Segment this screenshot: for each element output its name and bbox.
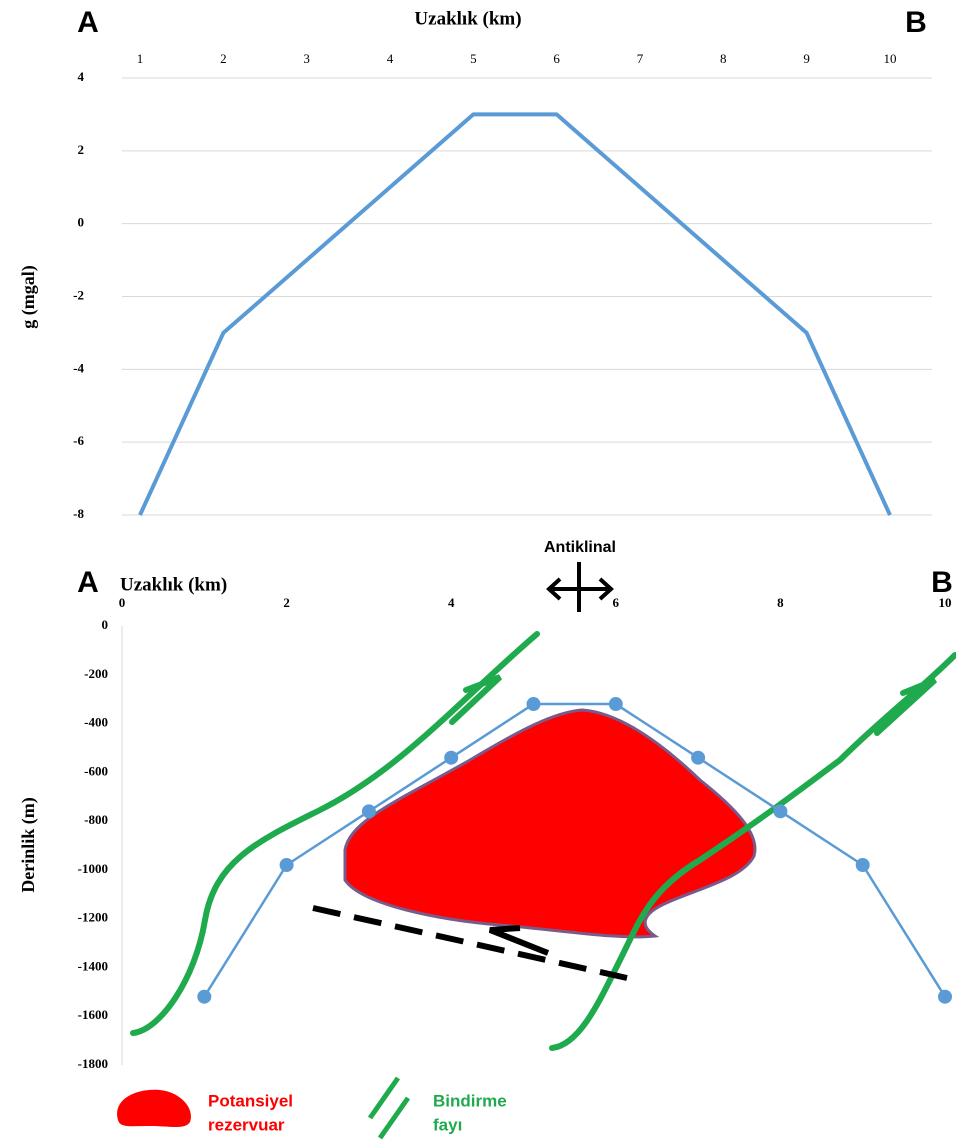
faults	[130, 631, 956, 1051]
y-tick-label: -800	[84, 812, 108, 827]
y-tick-label: -4	[73, 360, 84, 375]
data-line	[138, 112, 892, 516]
y-tick-label: -2	[73, 287, 84, 302]
legend-label: fayı	[433, 1115, 462, 1134]
y-tick-label: -400	[84, 715, 108, 730]
data-point	[855, 858, 870, 873]
data-point	[361, 804, 376, 819]
y-tick-label: -1000	[78, 861, 108, 876]
data-point	[197, 989, 212, 1004]
anticline-symbol	[546, 562, 614, 612]
thrust-base	[312, 905, 628, 981]
legend-label: rezervuar	[208, 1115, 285, 1134]
y-tick-label: -600	[84, 763, 108, 778]
y-tick-label: -1400	[78, 958, 108, 973]
y-axis-title: Derinlik (m)	[18, 797, 39, 892]
legend: Potansiyel rezervuar Bindirme fayı	[208, 1091, 507, 1134]
x-tick-label: 2	[220, 51, 227, 66]
y-tick-label: -1800	[78, 1056, 108, 1071]
y-tick-label: 2	[78, 142, 85, 157]
data-point	[279, 858, 294, 873]
corner-label: A	[77, 6, 99, 39]
x-tick-label: 3	[303, 51, 310, 66]
legend-swatch	[117, 1089, 191, 1127]
data-point	[444, 750, 459, 765]
data-point	[773, 804, 788, 819]
x-tick-label: 2	[283, 595, 290, 610]
x-tick-label: 10	[939, 595, 952, 610]
y-tick-label: -6	[73, 433, 84, 448]
data-point	[608, 697, 623, 712]
x-tick-label: 4	[448, 595, 455, 610]
x-tick-label: 8	[720, 51, 727, 66]
data-point	[938, 989, 952, 1004]
y-tick-label: 0	[102, 617, 109, 632]
x-tick-label: 10	[883, 51, 896, 66]
y-tick-label: 0	[78, 215, 85, 230]
x-tick-label: 6	[553, 51, 560, 66]
x-axis-title: Uzaklık (km)	[414, 8, 521, 29]
x-tick-label: 9	[803, 51, 810, 66]
corner-label: B	[905, 6, 927, 39]
y-tick-label: 4	[78, 69, 85, 84]
corner-label: A	[77, 566, 99, 599]
y-axis-title: g (mgal)	[18, 265, 39, 328]
y-tick-label: -1200	[78, 910, 108, 925]
x-tick-label: 5	[470, 51, 477, 66]
corner-label: B	[931, 566, 953, 599]
legend-label: Potansiyel	[208, 1091, 293, 1110]
x-tick-label: 7	[637, 51, 644, 66]
legend-label: Bindirme	[433, 1091, 507, 1110]
reservoir	[343, 708, 757, 939]
data-point	[691, 750, 706, 765]
legend-swatch	[367, 1076, 411, 1140]
data-line	[203, 702, 947, 998]
x-tick-label: 4	[387, 51, 394, 66]
x-tick-label: 6	[613, 595, 620, 610]
x-tick-label: 8	[777, 595, 784, 610]
y-tick-label: -1600	[78, 1007, 108, 1022]
y-tick-label: -8	[73, 506, 84, 521]
annotation: Antiklinal	[544, 539, 616, 556]
x-tick-label: 0	[119, 595, 126, 610]
x-axis-title: Uzaklık (km)	[120, 574, 227, 595]
data-point	[526, 697, 541, 712]
x-tick-label: 1	[137, 51, 144, 66]
y-tick-label: -200	[84, 666, 108, 681]
